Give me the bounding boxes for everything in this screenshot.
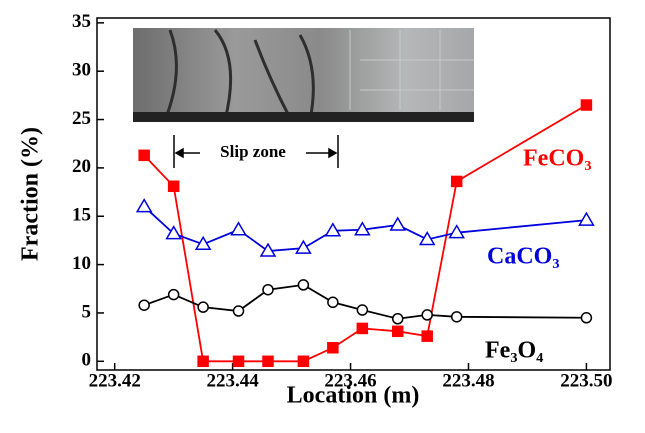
marker (393, 314, 403, 324)
series-label: CaCO₃ (487, 244, 560, 270)
marker (579, 213, 593, 225)
marker (391, 218, 405, 230)
y-tick-label: 5 (82, 301, 92, 322)
marker (169, 290, 179, 300)
y-tick-label: 35 (72, 11, 91, 32)
marker (298, 356, 308, 366)
photo (133, 28, 474, 122)
y-tick-label: 0 (82, 350, 92, 371)
marker (139, 300, 149, 310)
y-tick-label: 15 (72, 205, 91, 226)
marker (452, 312, 462, 322)
x-tick-label: 223.44 (206, 370, 259, 391)
y-tick-label: 30 (72, 60, 91, 81)
x-tick-label: 223.46 (324, 370, 376, 391)
marker (234, 356, 244, 366)
marker (232, 223, 246, 235)
marker (263, 285, 273, 295)
marker (169, 181, 179, 191)
y-tick-label: 10 (72, 253, 91, 274)
marker (422, 310, 432, 320)
marker (263, 356, 273, 366)
marker (198, 302, 208, 312)
series-label: Fe₃O₄ (485, 338, 543, 364)
marker (198, 356, 208, 366)
series-label: FeCO₃ (523, 146, 592, 172)
marker (357, 323, 367, 333)
y-tick-label: 25 (72, 108, 91, 129)
marker (357, 305, 367, 315)
y-axis-label: Fraction (%) (18, 127, 44, 261)
marker (139, 150, 149, 160)
marker (328, 343, 338, 353)
x-tick-label: 223.50 (560, 370, 612, 391)
marker (422, 331, 432, 341)
marker (234, 306, 244, 316)
x-tick-label: 223.42 (89, 370, 141, 391)
marker (452, 176, 462, 186)
x-tick-label: 223.48 (442, 370, 494, 391)
marker (298, 280, 308, 290)
y-tick-label: 20 (72, 156, 91, 177)
chart: Slip zone Location (m) Fraction (%) 0510… (0, 0, 645, 433)
marker (393, 326, 403, 336)
marker (296, 241, 310, 253)
annotation: Slip zone (220, 142, 286, 161)
marker (581, 100, 591, 110)
marker (137, 200, 151, 212)
marker (328, 297, 338, 307)
marker (581, 313, 591, 323)
